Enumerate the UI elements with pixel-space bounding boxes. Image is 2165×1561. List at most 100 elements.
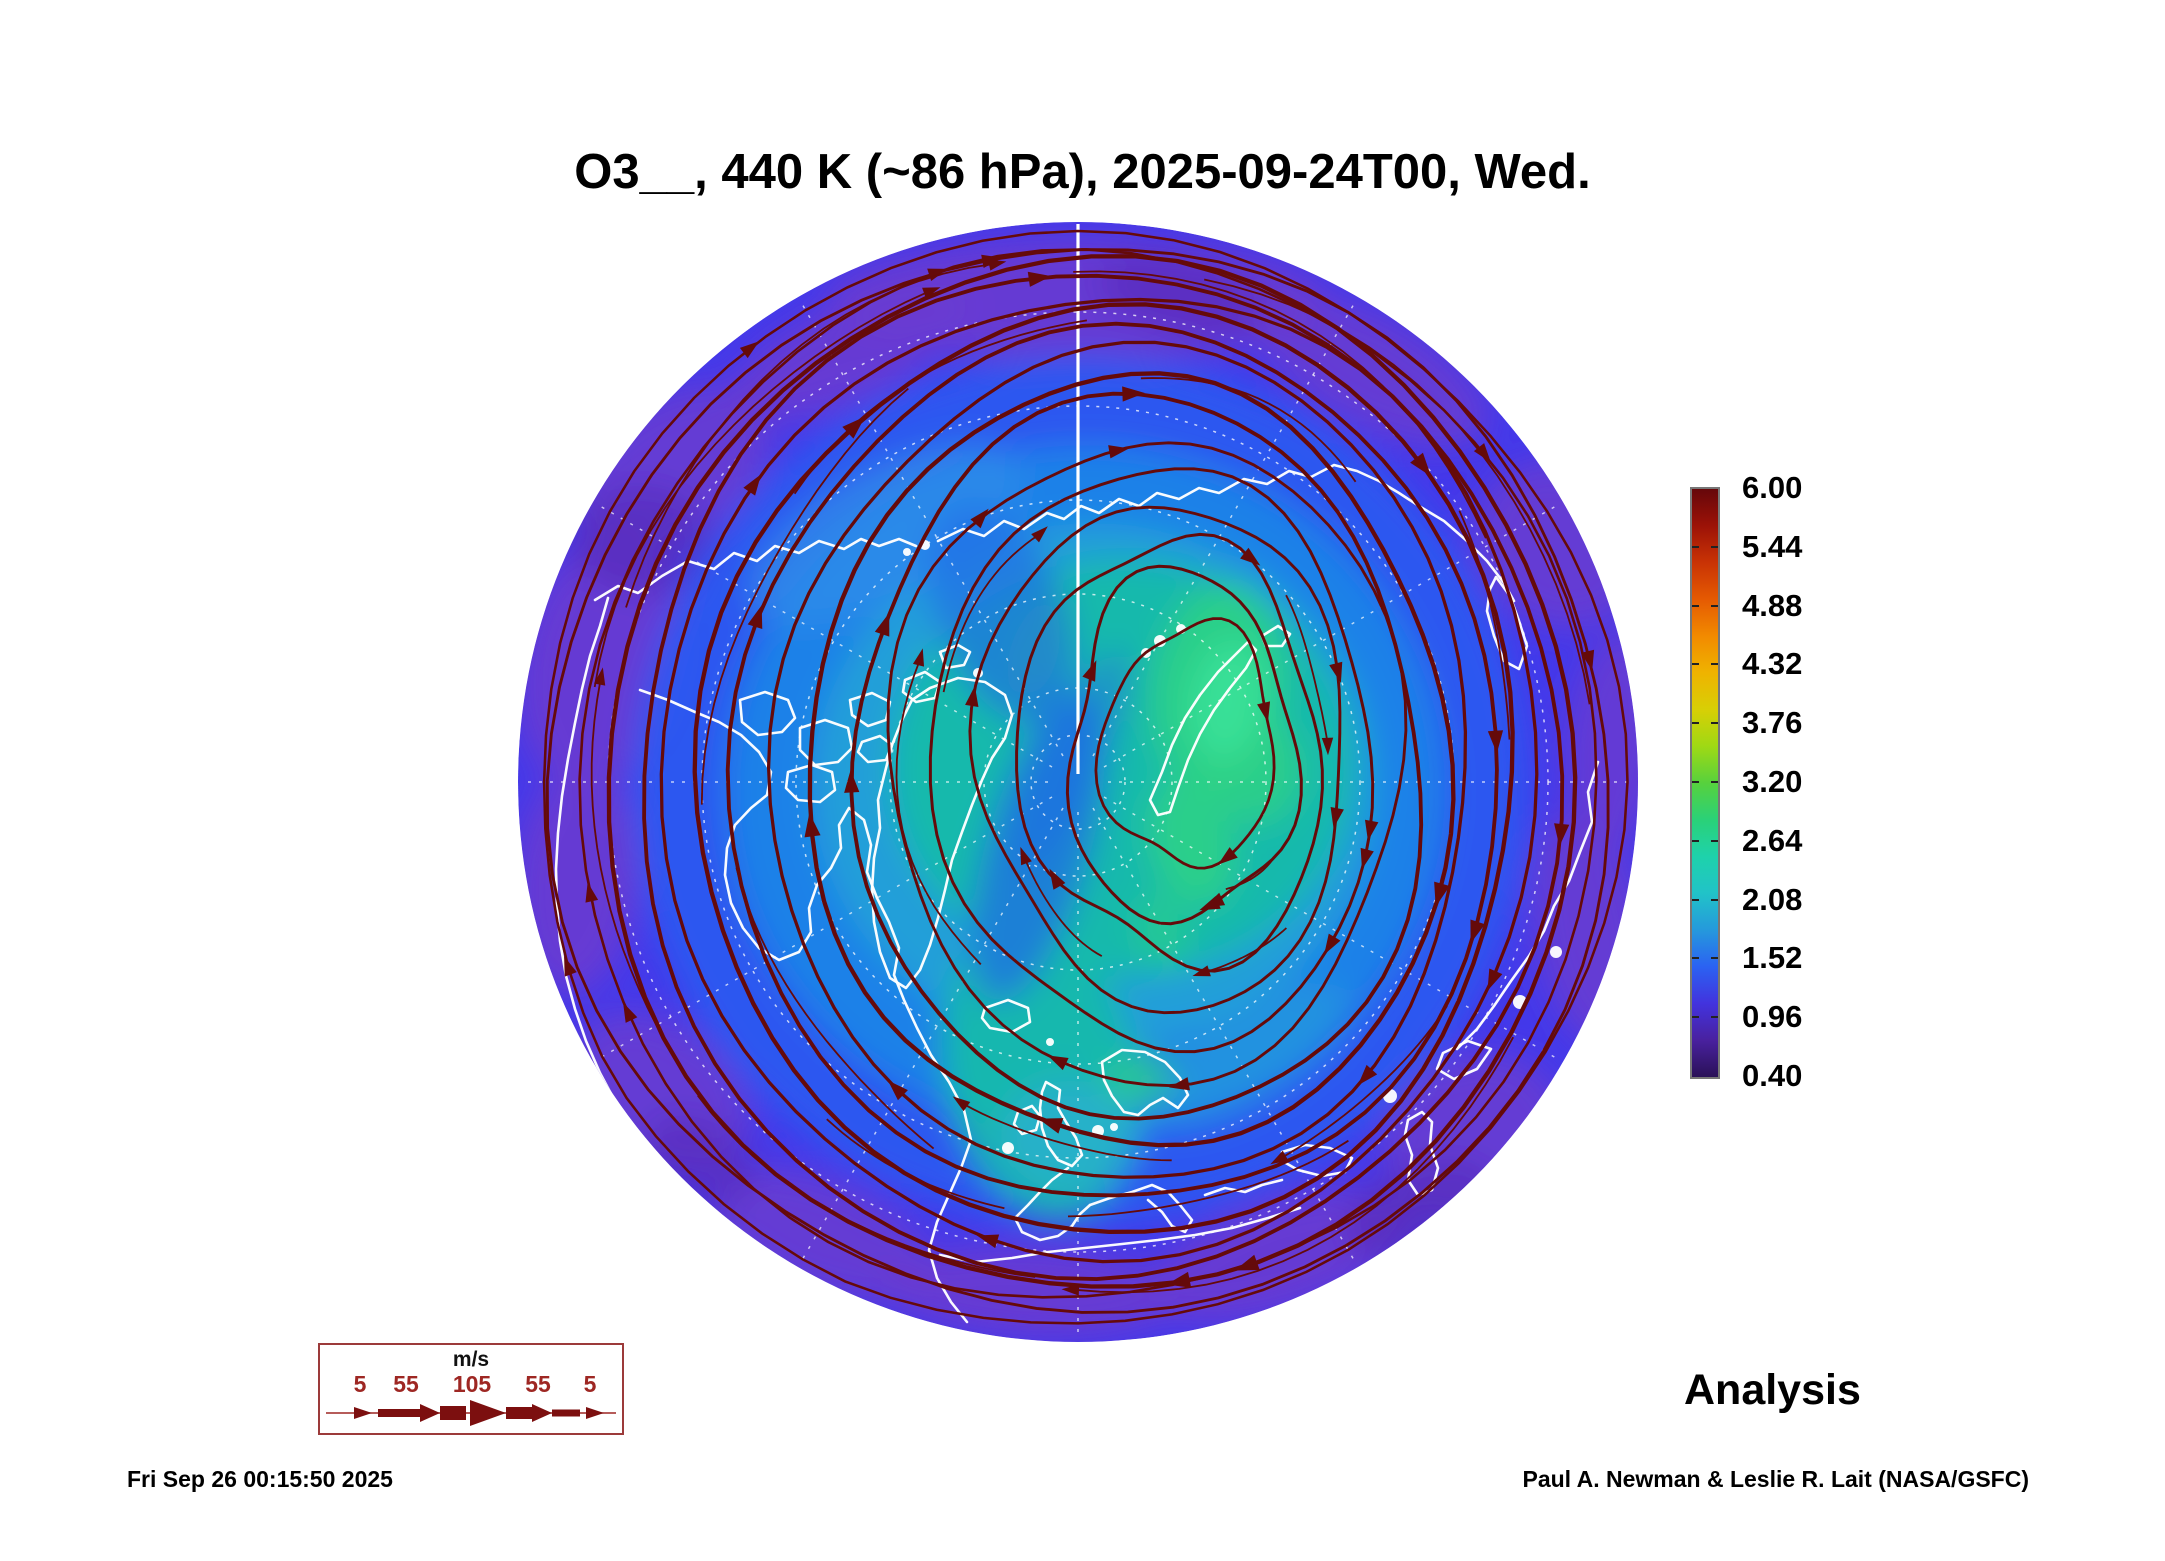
coastline	[938, 1206, 1302, 1264]
streamline-segment	[793, 319, 1088, 495]
streamline-arrowhead	[1270, 1150, 1289, 1165]
streamline-arrowhead	[1168, 1077, 1190, 1091]
wind-speed-label: 55	[525, 1371, 551, 1397]
streamline-arrowhead	[912, 648, 925, 667]
streamline-loop	[642, 273, 1565, 1282]
wind-streamlines	[542, 229, 1629, 1325]
cb-tick-right	[1711, 957, 1718, 960]
colorbar-label: 0.96	[1742, 999, 1803, 1035]
wind-speed-label: 5	[583, 1371, 597, 1397]
coastline	[1203, 1178, 1284, 1197]
streamline-loop	[968, 505, 1342, 1015]
streamline-arrowhead	[1364, 819, 1379, 842]
coastline	[798, 718, 854, 767]
streamline-arrowhead	[1047, 1055, 1069, 1071]
streamline-arrowhead	[1122, 386, 1145, 402]
streamline-arrowhead	[970, 508, 989, 529]
ozone-field	[518, 222, 1638, 1342]
coastline	[901, 670, 942, 704]
cb-tick-right	[1711, 545, 1718, 548]
cb-tick-left	[1692, 839, 1699, 842]
streamline-loop	[725, 321, 1499, 1198]
streamline-arrowhead	[594, 667, 606, 686]
streamline-arrowhead	[743, 474, 762, 496]
streamline-segment	[1073, 270, 1487, 539]
streamline-segment	[625, 263, 995, 608]
streamline-segment	[1458, 510, 1511, 740]
streamline-segment	[1073, 1036, 1514, 1294]
figure-title: O3__, 440 K (~86 hPa), 2025-09-24T00, We…	[574, 145, 1591, 199]
streamline-loop	[807, 371, 1456, 1148]
streamline-segment	[1023, 857, 1103, 957]
colorbar-gradient	[1690, 487, 1720, 1079]
streamline-arrowhead	[1031, 526, 1048, 543]
coastline	[870, 676, 1014, 990]
coastline	[1148, 640, 1258, 817]
island	[903, 548, 911, 556]
cb-tick-right	[1711, 898, 1718, 901]
cb-tick-left	[1692, 781, 1699, 783]
streamline-segment	[593, 290, 930, 688]
colorbar-label: 5.44	[1742, 528, 1803, 564]
colorbar-label: 3.76	[1742, 705, 1803, 741]
streamline-arrowhead	[1581, 649, 1595, 671]
streamline-segment	[826, 1118, 1005, 1210]
colorbar-label: 2.64	[1742, 822, 1803, 858]
streamline-arrowhead	[1324, 933, 1341, 955]
coastline	[1455, 760, 1600, 1051]
island	[1110, 1123, 1118, 1131]
coastline	[980, 998, 1032, 1034]
streamline-arrowhead	[1020, 846, 1032, 866]
cb-tick-left	[1692, 545, 1699, 548]
coastline	[936, 463, 1516, 603]
streamline-arrowhead	[1487, 968, 1503, 991]
streamline-loop	[542, 229, 1629, 1325]
streamline-segment	[895, 659, 982, 966]
streamline-arrowhead	[1257, 701, 1271, 723]
streamline-arrowhead	[1108, 445, 1130, 459]
streamline-loop	[928, 467, 1375, 1054]
cb-tick-left	[1692, 957, 1699, 960]
coastline	[784, 763, 837, 804]
cb-tick-left	[1692, 663, 1699, 666]
streamline-arrowhead	[1554, 823, 1570, 847]
streamline-arrowhead	[887, 1080, 908, 1101]
island	[1046, 1038, 1054, 1046]
colorbar-label: 1.52	[1742, 940, 1803, 976]
streamline-arrowhead	[585, 882, 599, 903]
streamline-segment	[1067, 1139, 1349, 1218]
cb-tick-left	[1692, 1016, 1699, 1019]
wind-legend-units: m/s	[452, 1348, 490, 1371]
streamline-segment	[700, 387, 909, 805]
streamline-arrowhead	[1473, 443, 1491, 463]
cb-tick-right	[1711, 839, 1718, 842]
streamline-arrowhead	[1487, 730, 1504, 754]
streamline-arrowhead	[1321, 737, 1334, 756]
wind-arrow-glyph	[326, 1400, 616, 1426]
cb-tick-right	[1711, 722, 1718, 725]
streamline-arrowhead	[1027, 271, 1052, 287]
streamline-arrowhead	[1192, 965, 1211, 977]
streamline-segment	[1203, 927, 1288, 974]
streamline-arrowhead	[1410, 452, 1432, 477]
cb-tick-right	[1711, 781, 1718, 783]
island	[1002, 1142, 1014, 1154]
streamline-arrowhead	[952, 1096, 971, 1112]
colorbar-label: 0.40	[1742, 1058, 1803, 1093]
coastline	[1403, 1110, 1440, 1197]
streamline-arrowhead	[1330, 807, 1344, 829]
wind-speed-label: 55	[393, 1371, 419, 1397]
streamline-arrowhead	[1217, 847, 1238, 865]
streamline-segment	[1225, 853, 1278, 891]
streamline-arrowhead	[965, 685, 979, 707]
streamline-arrowhead	[564, 956, 577, 977]
streamline-arrowhead	[1049, 868, 1066, 890]
streamline-arrowhead	[804, 812, 821, 838]
streamline-segment	[735, 867, 935, 1150]
streamline-segment	[1203, 278, 1591, 705]
streamline-arrowhead	[1061, 1284, 1080, 1296]
streamline-arrowhead	[739, 341, 760, 359]
colorbar: 6.00 5.44 4.88 4.32 3.76 3.20 2.64 2.08 1.52 0.96…	[1690, 472, 1910, 1091]
streamline-loop	[766, 340, 1468, 1179]
